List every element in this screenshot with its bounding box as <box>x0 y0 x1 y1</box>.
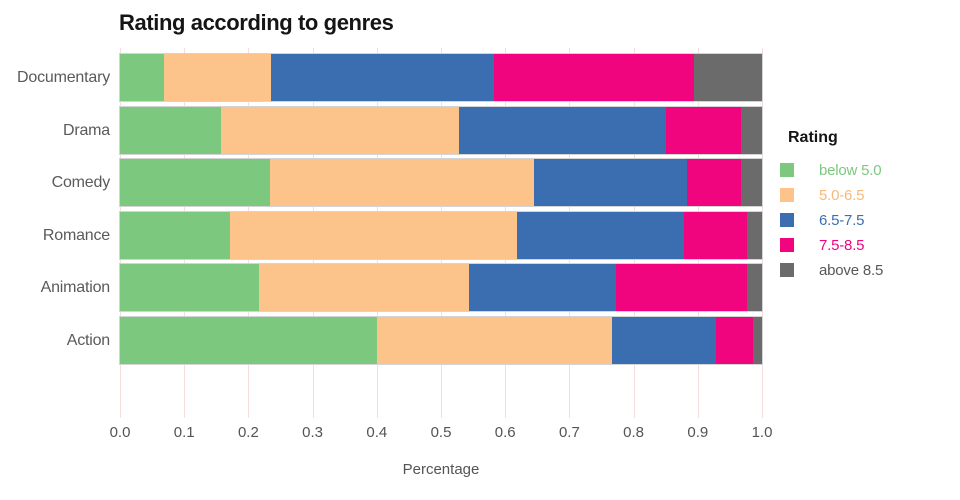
bar-segment[interactable] <box>746 264 762 312</box>
bar-segment[interactable] <box>120 159 271 207</box>
x-axis-title: Percentage <box>402 461 480 478</box>
legend-label: 7.5-8.5 <box>819 237 865 254</box>
legend-label: below 5.0 <box>819 162 882 179</box>
y-axis-label: Documentary <box>17 69 110 86</box>
chart-title: Rating according to genres <box>119 10 394 35</box>
x-axis-tick-label: 0.9 <box>687 424 709 441</box>
legend-swatch <box>780 238 794 252</box>
legend-swatch <box>780 213 794 227</box>
bar-row <box>119 53 763 102</box>
bar-segment[interactable] <box>120 317 377 364</box>
bar-segment[interactable] <box>230 211 518 259</box>
legend-label: above 8.5 <box>819 262 884 279</box>
bar-segment[interactable] <box>665 106 741 154</box>
legend-swatch <box>780 163 794 177</box>
bar-segment[interactable] <box>221 106 459 154</box>
bar-segment[interactable] <box>615 264 747 312</box>
bar-segment[interactable] <box>534 159 687 207</box>
bar-row <box>119 263 763 313</box>
y-axis-label: Comedy <box>51 174 111 192</box>
bar-segment[interactable] <box>163 54 272 101</box>
bar-segment[interactable] <box>612 317 717 364</box>
y-axis-label: Romance <box>42 226 110 244</box>
x-axis-tick-label: 0.0 <box>109 424 131 441</box>
bar-segment[interactable] <box>270 159 535 207</box>
bar-segment[interactable] <box>258 264 470 312</box>
legend-title: Rating <box>788 129 838 146</box>
x-axis-tick-label: 1.0 <box>751 424 773 441</box>
bar-segment[interactable] <box>458 106 666 154</box>
y-axis-label: Drama <box>62 121 110 139</box>
x-axis-tick-labels: 0.0 0.1 0.2 0.3 0.4 0.5 0.6 0.7 0.8 0.9 1.0 <box>110 424 773 444</box>
x-axis-tick-label: 0.5 <box>430 424 452 441</box>
legend-swatch <box>780 263 794 277</box>
bar-segment[interactable] <box>271 54 494 101</box>
bar-segment[interactable] <box>683 211 747 259</box>
bar-row <box>119 158 763 208</box>
bar-segment[interactable] <box>740 106 762 154</box>
bar-segment[interactable] <box>746 211 762 259</box>
bar-segment[interactable] <box>120 264 259 312</box>
x-axis-tick-label: 0.1 <box>173 424 195 441</box>
x-axis-tick-label: 0.2 <box>237 424 259 441</box>
legend-label: 6.5-7.5 <box>819 212 865 229</box>
bar-segment[interactable] <box>517 211 684 259</box>
bar-row <box>119 316 763 365</box>
bar-segment[interactable] <box>741 159 762 207</box>
x-axis-tick-label: 0.8 <box>623 424 645 441</box>
bar-segment[interactable] <box>716 317 753 364</box>
bar-segment[interactable] <box>376 317 613 364</box>
bar-row <box>119 210 763 260</box>
bar-segment[interactable] <box>120 54 164 101</box>
x-axis-tick-label: 0.4 <box>366 424 388 441</box>
bar-segment[interactable] <box>753 317 762 364</box>
legend-label: 5.0-6.5 <box>819 187 865 204</box>
x-axis-tick-label: 0.6 <box>494 424 516 441</box>
bar-segment[interactable] <box>120 211 231 259</box>
bar-segment[interactable] <box>686 159 742 207</box>
bar-row <box>119 105 763 155</box>
y-axis-label: Action <box>66 332 110 349</box>
x-axis-tick-label: 0.7 <box>558 424 580 441</box>
bar-segment[interactable] <box>469 264 616 312</box>
bar-segment[interactable] <box>493 54 694 101</box>
y-axis-label: Animation <box>40 279 111 297</box>
bar-segment[interactable] <box>120 106 222 154</box>
legend-swatch <box>780 188 794 202</box>
bar-segment[interactable] <box>693 54 762 101</box>
x-axis-tick-label: 0.3 <box>302 424 324 441</box>
